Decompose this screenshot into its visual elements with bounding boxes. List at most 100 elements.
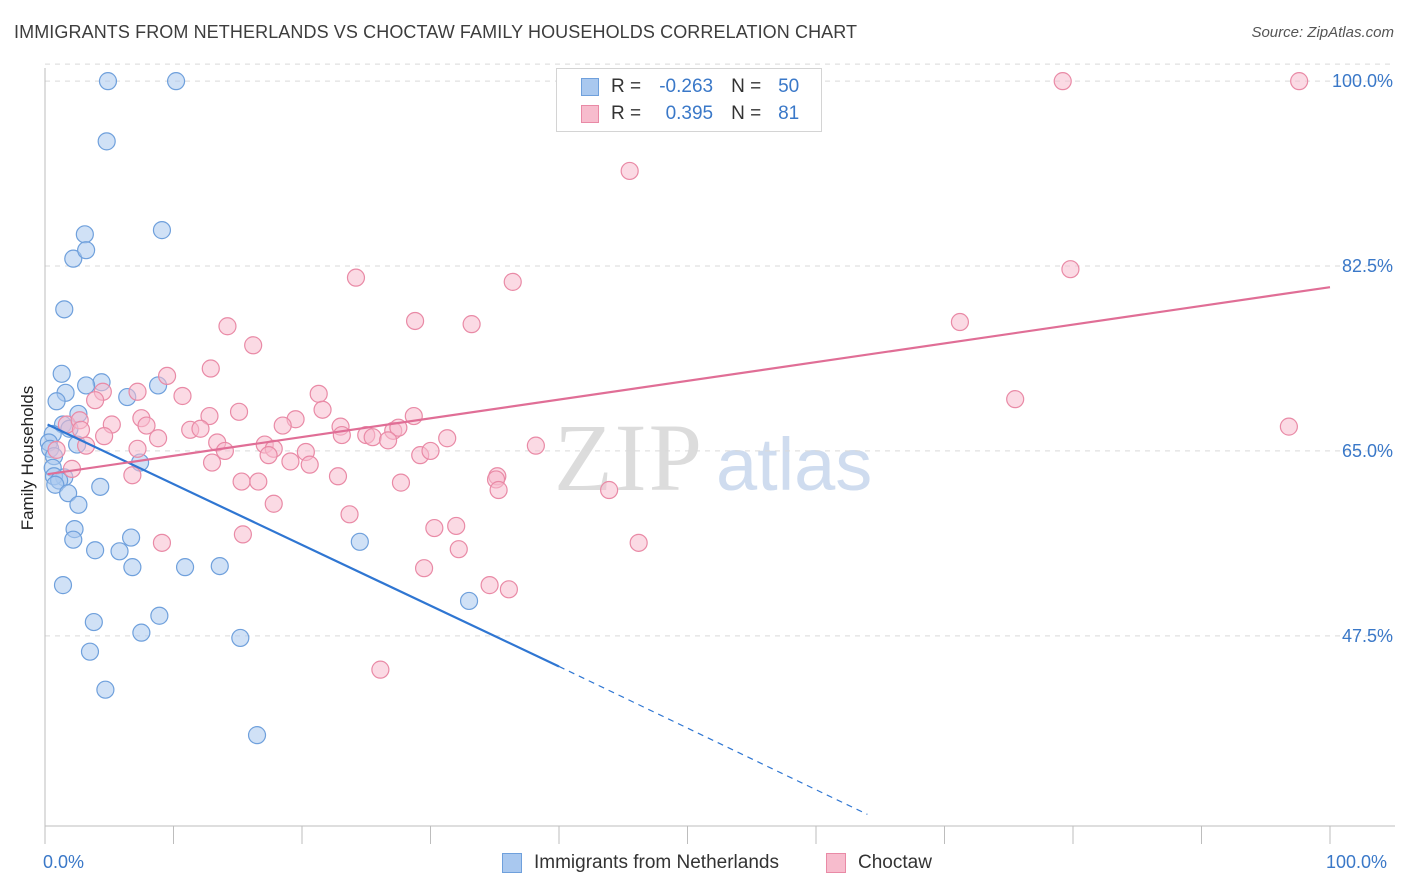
netherlands-point-39 xyxy=(175,558,195,577)
choctaw-point-14 xyxy=(173,386,192,406)
choctaw-point-69 xyxy=(233,525,252,544)
netherlands-swatch xyxy=(581,78,599,96)
choctaw-point-11 xyxy=(201,359,220,378)
choctaw-point-45 xyxy=(259,446,278,465)
choctaw-point-65 xyxy=(264,494,283,513)
netherlands-point-33 xyxy=(64,530,83,549)
stats-legend: R = -0.263 N = 50 R = 0.395 N = 81 xyxy=(556,68,822,132)
choctaw-point-24 xyxy=(137,416,156,435)
choctaw-point-16 xyxy=(86,391,105,410)
n-label: N = xyxy=(731,103,762,124)
choctaw-point-68 xyxy=(447,516,466,536)
choctaw-point-49 xyxy=(300,455,319,474)
stats-row-choctaw: R = 0.395 N = 81 xyxy=(557,101,799,127)
netherlands-point-38 xyxy=(123,558,142,577)
x-tick-label-min: 0.0% xyxy=(43,852,85,872)
netherlands-point-5 xyxy=(64,249,83,268)
choctaw-point-6 xyxy=(405,311,425,331)
y-tick-label-3: 100.0% xyxy=(1332,71,1393,91)
choctaw-point-79 xyxy=(273,416,292,435)
trend-line-netherlands xyxy=(47,423,560,668)
netherlands-point-48 xyxy=(96,680,115,699)
choctaw-point-0 xyxy=(1053,72,1072,91)
choctaw-point-12 xyxy=(157,366,177,386)
choctaw-point-54 xyxy=(47,440,66,459)
choctaw-point-37 xyxy=(95,427,114,446)
choctaw-point-38 xyxy=(148,429,168,448)
netherlands-point-8 xyxy=(52,364,71,383)
choctaw-point-60 xyxy=(249,472,268,491)
netherlands-point-41 xyxy=(53,576,73,595)
choctaw-point-44 xyxy=(128,439,147,458)
netherlands-point-35 xyxy=(86,541,105,560)
choctaw-point-48 xyxy=(202,453,222,472)
source-credit: Source: ZipAtlas.com xyxy=(1251,24,1394,41)
stats-row-netherlands: R = -0.263 N = 50 xyxy=(557,74,799,100)
choctaw-point-15 xyxy=(309,384,328,403)
choctaw-point-17 xyxy=(1006,390,1025,409)
choctaw-point-47 xyxy=(281,452,300,471)
choctaw-point-67 xyxy=(425,518,444,538)
choctaw-swatch xyxy=(581,105,599,123)
y-tick-labels: 47.5% 65.0% 82.5% 100.0% xyxy=(1332,71,1393,646)
choctaw-point-57 xyxy=(328,467,348,486)
choctaw-point-25 xyxy=(71,420,91,439)
netherlands-point-30 xyxy=(69,495,88,514)
n-value: 50 xyxy=(778,76,800,97)
legend-label-choctaw: Choctaw xyxy=(858,852,932,873)
chart-title: IMMIGRANTS FROM NETHERLANDS VS CHOCTAW F… xyxy=(14,22,858,42)
choctaw-point-18 xyxy=(313,400,332,419)
netherlands-point-3 xyxy=(75,225,94,244)
netherlands-point-42 xyxy=(459,591,479,611)
netherlands-point-29 xyxy=(59,484,78,503)
choctaw-point-63 xyxy=(489,480,508,500)
choctaw-point-72 xyxy=(449,540,468,559)
choctaw-point-71 xyxy=(629,533,648,552)
netherlands-point-37 xyxy=(350,532,369,551)
choctaw-point-50 xyxy=(378,431,398,450)
netherlands-point-0 xyxy=(98,72,118,91)
choctaw-point-10 xyxy=(244,336,263,355)
n-label: N = xyxy=(731,76,762,97)
netherlands-point-43 xyxy=(150,606,169,625)
netherlands-swatch xyxy=(502,853,522,873)
choctaw-point-78 xyxy=(332,425,351,445)
netherlands-point-6 xyxy=(77,241,96,260)
choctaw-point-61 xyxy=(391,473,411,492)
series-netherlands-points xyxy=(39,72,479,745)
trend-line-choctaw xyxy=(47,286,1331,476)
netherlands-point-34 xyxy=(121,528,141,547)
y-tick-label-2: 82.5% xyxy=(1342,256,1393,276)
watermark-zip: ZIP xyxy=(554,404,704,511)
choctaw-point-80 xyxy=(438,429,457,448)
y-tick-label-1: 65.0% xyxy=(1342,441,1393,461)
netherlands-point-7 xyxy=(55,300,74,319)
choctaw-point-3 xyxy=(1061,260,1080,279)
choctaw-point-76 xyxy=(371,660,390,679)
legend-item-choctaw: Choctaw xyxy=(826,852,932,874)
netherlands-point-10 xyxy=(77,376,96,395)
trend-lines xyxy=(47,286,1331,815)
netherlands-point-15 xyxy=(47,392,66,411)
choctaw-point-28 xyxy=(229,402,249,421)
choctaw-point-1 xyxy=(1290,72,1309,91)
netherlands-point-4 xyxy=(152,221,172,240)
watermark-atlas: atlas xyxy=(716,423,872,506)
netherlands-point-44 xyxy=(84,612,103,632)
choctaw-point-5 xyxy=(503,272,522,291)
choctaw-point-4 xyxy=(346,268,366,287)
choctaw-point-73 xyxy=(414,559,434,578)
choctaw-point-64 xyxy=(600,480,619,500)
netherlands-point-28 xyxy=(91,477,110,496)
r-value: -0.263 xyxy=(659,76,714,97)
choctaw-point-74 xyxy=(480,576,499,595)
netherlands-point-27 xyxy=(46,475,65,494)
r-label: R = xyxy=(611,76,642,97)
choctaw-point-9 xyxy=(218,317,237,336)
choctaw-point-59 xyxy=(232,472,251,491)
r-label: R = xyxy=(611,103,642,124)
netherlands-point-40 xyxy=(210,556,229,576)
n-value: 81 xyxy=(778,103,800,124)
choctaw-point-77 xyxy=(128,382,147,401)
series-choctaw-points xyxy=(47,72,1309,679)
